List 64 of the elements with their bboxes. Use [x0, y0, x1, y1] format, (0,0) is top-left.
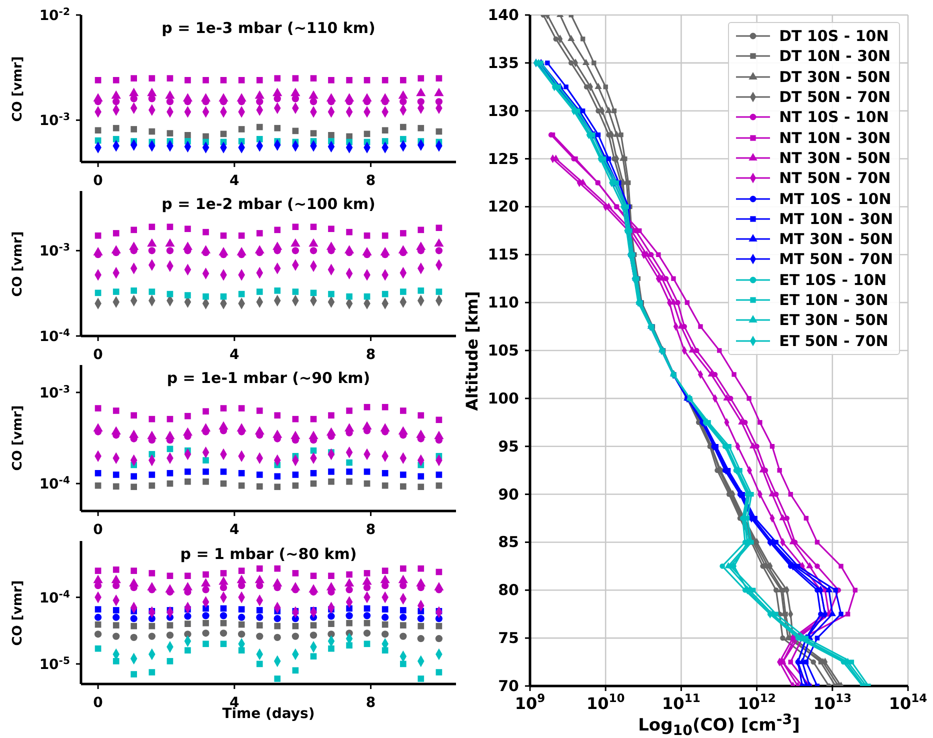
legend-label: ET 10N - 30N	[779, 291, 888, 309]
y-tick-label: 10$^{-4}$	[39, 588, 70, 606]
chart-title: p = 1e-3 mbar (~110 km)	[160, 19, 376, 37]
y-tick-label: 125	[488, 150, 519, 168]
y-axis-title: Altitude [km]	[462, 290, 482, 410]
y-tick-label: 80	[498, 581, 519, 600]
x-tick-label: 10$^{12}$	[738, 691, 776, 713]
legend-label: ET 30N - 50N	[779, 311, 888, 330]
legend-label: MT 50N - 70N	[779, 250, 893, 268]
x-tick-label: 10$^{13}$	[813, 691, 852, 713]
legend-label: MT 30N - 50N	[779, 230, 893, 248]
x-tick-label: 10$^{11}$	[662, 691, 700, 713]
chart-title: p = 1e-2 mbar (~100 km)	[160, 195, 376, 213]
legend-label: NT 10S - 10N	[779, 108, 889, 126]
y-tick-label: 95	[498, 437, 519, 456]
y-tick-label: 90	[498, 485, 519, 504]
legend-label: ET 10S - 10N	[779, 270, 887, 289]
y-tick-label: 100	[488, 389, 519, 408]
legend-label: NT 30N - 50N	[779, 148, 891, 167]
y-axis-title: CO [vmr]	[10, 230, 26, 296]
x-axis-title: Log$_{10}$(CO) [cm$^{-3}$]	[637, 712, 801, 738]
x-tick-label: 8	[366, 522, 376, 538]
legend-label: MT 10S - 10N	[779, 190, 892, 208]
y-tick-label: 130	[488, 102, 519, 120]
y-axis-title: CO [vmr]	[10, 580, 26, 646]
x-tick-label: 4	[230, 173, 240, 189]
legend-label: DT 50N - 70N	[779, 88, 891, 106]
y-tick-label: 115	[488, 246, 519, 264]
y-tick-label: 10$^{-4}$	[39, 475, 70, 493]
legend-label: NT 50N - 70N	[779, 169, 891, 188]
y-tick-label: 105	[488, 342, 519, 360]
y-axis-title: CO [vmr]	[10, 405, 26, 471]
x-tick-label: 10$^{10}$	[586, 691, 625, 713]
y-tick-label: 135	[488, 54, 519, 72]
chart-title: p = 1 mbar (~80 km)	[179, 545, 358, 563]
x-tick-label: 0	[93, 347, 104, 363]
legend-label: DT 10N - 30N	[779, 47, 891, 66]
x-tick-label: 4	[230, 522, 240, 538]
legend-label: DT 30N - 50N	[779, 68, 891, 86]
x-tick-label: 8	[366, 695, 376, 711]
x-tick-label: 8	[366, 347, 376, 363]
y-tick-label: 85	[498, 533, 519, 552]
x-tick-label: 0	[93, 173, 104, 189]
x-tick-label: 0	[93, 695, 104, 711]
x-tick-label: 0	[93, 522, 104, 538]
y-tick-label: 10$^{-3}$	[39, 384, 70, 402]
y-tick-label: 10$^{-3}$	[39, 242, 70, 260]
x-tick-label: 10$^{14}$	[888, 691, 928, 713]
y-tick-label: 10$^{-5}$	[39, 655, 70, 673]
y-tick-label: 110	[488, 294, 519, 312]
chart-title: p = 1e-1 mbar (~90 km)	[166, 369, 372, 387]
y-tick-label: 140	[488, 6, 519, 24]
y-tick-label: 120	[488, 198, 519, 216]
y-tick-label: 75	[498, 629, 519, 648]
y-tick-label: 10$^{-4}$	[39, 328, 70, 345]
y-tick-label: 10$^{-3}$	[39, 112, 70, 130]
legend-label: NT 10N - 30N	[779, 128, 891, 147]
legend-label: MT 10N - 30N	[779, 210, 893, 228]
legend-label: ET 50N - 70N	[779, 332, 888, 350]
legend-label: DT 10S - 10N	[779, 27, 889, 46]
x-tick-label: 4	[230, 347, 240, 363]
y-tick-label: 10$^{-2}$	[39, 6, 70, 24]
y-axis-title: CO [vmr]	[10, 56, 26, 122]
x-tick-label: 8	[366, 173, 376, 189]
